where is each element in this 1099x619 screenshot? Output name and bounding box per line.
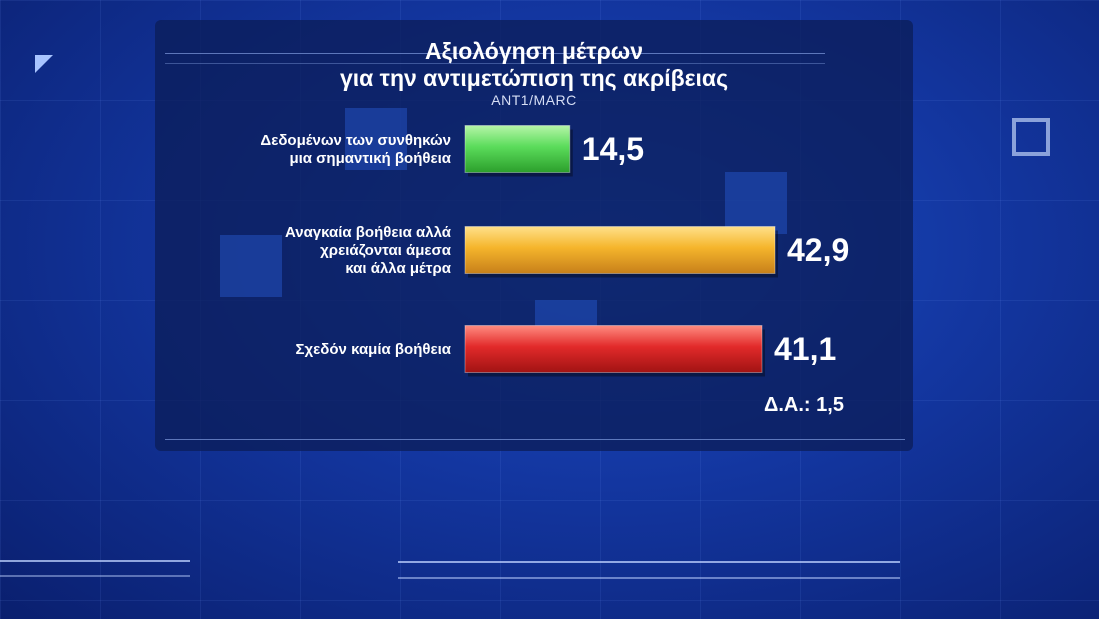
panel-top-line xyxy=(165,53,825,54)
chart-source: ANT1/MARC xyxy=(491,92,577,108)
value-label-2: 42,9 xyxy=(787,232,849,268)
decorative-block xyxy=(725,172,787,234)
no-answer-label: Δ.Α.: 1,5 xyxy=(764,394,844,416)
category-label-line: χρειάζονται άμεσα xyxy=(320,242,452,259)
chart-title-line2: για την αντιμετώπιση της ακρίβειας xyxy=(339,65,729,91)
category-label-line: Αναγκαία βοήθεια αλλά xyxy=(285,224,452,241)
category-label-1: Δεδομένων των συνθηκών μια σημαντική βοήθ… xyxy=(260,132,451,167)
bar-1 xyxy=(464,125,571,173)
panel-top-line xyxy=(165,63,825,64)
chart-panel: Αξιολόγηση μέτρων για την αντιμετώπιση τ… xyxy=(155,20,913,451)
decorative-line xyxy=(0,575,190,577)
value-label-1: 14,5 xyxy=(582,131,644,167)
corner-triangle-decoration xyxy=(35,55,53,73)
panel-bottom-line xyxy=(165,439,905,440)
corner-square-decoration xyxy=(1012,118,1050,156)
decorative-line xyxy=(398,577,900,579)
category-label-3: Σχεδόν καμία βοήθεια xyxy=(296,341,452,358)
decorative-block xyxy=(220,235,282,297)
category-label-line: Σχεδόν καμία βοήθεια xyxy=(296,341,452,358)
category-label-line: μια σημαντική βοήθεια xyxy=(289,150,451,167)
decorative-line xyxy=(398,561,900,563)
chart-title-line1: Αξιολόγηση μέτρων xyxy=(424,38,644,64)
category-label-2: Αναγκαία βοήθεια αλλά χρειάζονται άμεσα κα… xyxy=(285,224,452,277)
bar-2 xyxy=(464,226,776,274)
category-label-line: Δεδομένων των συνθηκών xyxy=(260,132,451,149)
category-label-line: και άλλα μέτρα xyxy=(345,260,451,277)
value-label-3: 41,1 xyxy=(774,331,836,367)
decorative-line xyxy=(0,560,190,562)
bar-chart: 14,5 Δεδομένων των συνθηκών μια σημαντική … xyxy=(260,125,849,377)
decorative-block xyxy=(345,108,407,170)
bar-3 xyxy=(464,325,763,373)
